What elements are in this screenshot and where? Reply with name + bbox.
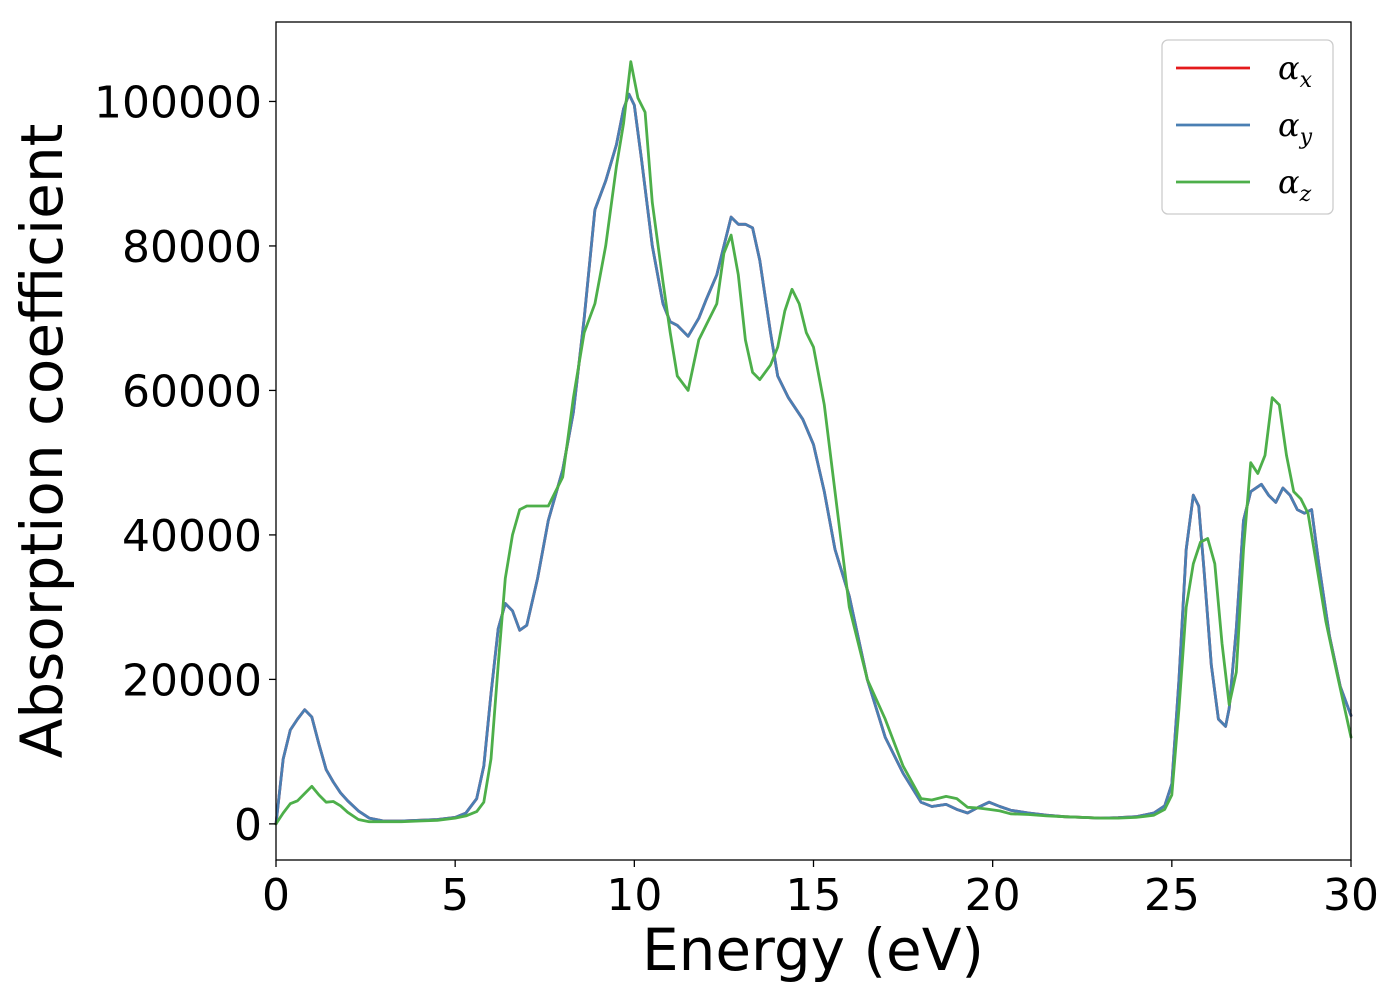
x-tick-label: 5 bbox=[441, 870, 469, 921]
y-axis: 0 20000 40000 60000 80000 100000 bbox=[94, 77, 276, 851]
x-tick-label: 15 bbox=[786, 870, 842, 921]
y-tick-label: 0 bbox=[234, 800, 262, 851]
series-layer bbox=[274, 60, 1353, 826]
x-tick-label: 0 bbox=[262, 870, 290, 921]
x-tick-label: 20 bbox=[965, 870, 1021, 921]
x-tick-label: 10 bbox=[606, 870, 662, 921]
y-tick-label: 20000 bbox=[122, 655, 262, 706]
legend-box bbox=[1161, 39, 1334, 215]
y-tick-label: 80000 bbox=[122, 222, 262, 273]
y-axis-label: Absorption coefficient bbox=[8, 124, 76, 759]
series-line-2 bbox=[274, 60, 1353, 826]
x-axis: 0 5 10 15 20 25 30 bbox=[262, 860, 1379, 921]
y-tick-label: 40000 bbox=[122, 511, 262, 562]
x-axis-label: Energy (eV) bbox=[642, 916, 984, 984]
series-line-1 bbox=[274, 92, 1353, 826]
x-tick-label: 30 bbox=[1323, 870, 1379, 921]
y-tick-label: 60000 bbox=[122, 366, 262, 417]
x-tick-label: 25 bbox=[1144, 870, 1200, 921]
y-tick-label: 100000 bbox=[94, 77, 262, 128]
